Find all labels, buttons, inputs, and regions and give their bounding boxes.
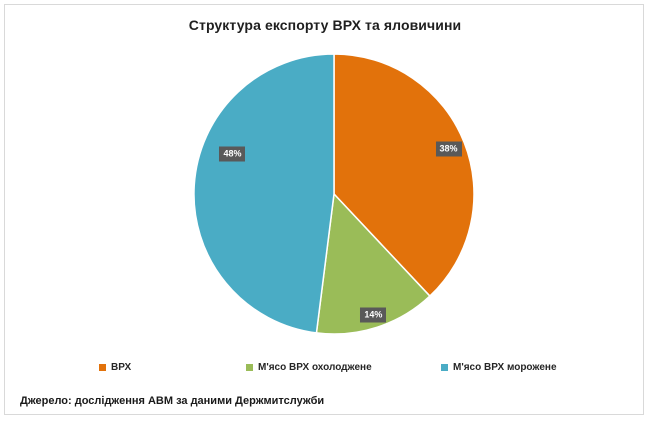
legend-item: ВРХ (99, 361, 131, 373)
pie-data-label: 38% (435, 141, 462, 157)
pie-slice (315, 193, 431, 335)
legend-swatch-icon (441, 363, 448, 371)
pie-slice (333, 53, 475, 297)
legend-item: М'ясо ВРХ охолоджене (246, 361, 372, 373)
source-note: Джерело: дослідження АВМ за даними Держм… (20, 395, 325, 407)
legend-item: М'ясо ВРХ морожене (441, 361, 557, 373)
chart-title: Структура експорту ВРХ та яловичини (188, 17, 462, 33)
pie-slice (193, 53, 335, 334)
legend-label: ВРХ (111, 361, 132, 373)
legend-label: М'ясо ВРХ охолоджене (258, 361, 372, 373)
legend-swatch-icon (246, 363, 253, 371)
pie-data-label: 14% (360, 307, 387, 323)
pie-data-label: 48% (219, 146, 246, 162)
legend-swatch-icon (99, 363, 106, 371)
legend-label: М'ясо ВРХ морожене (453, 361, 557, 373)
pie-chart (193, 53, 475, 335)
